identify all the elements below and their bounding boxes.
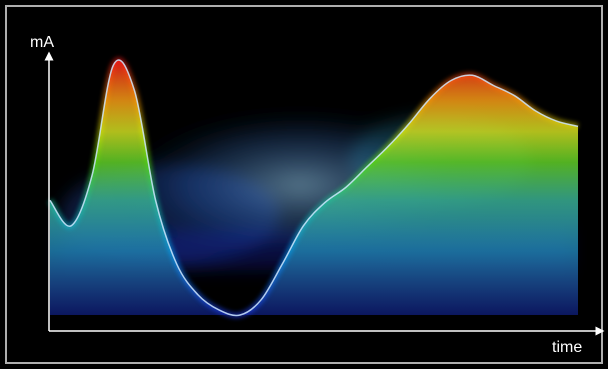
series-area-shade — [50, 60, 578, 316]
x-axis-label: time — [552, 339, 582, 356]
y-axis-label: mA — [30, 34, 54, 51]
series-layer — [47, 57, 579, 319]
series-line — [49, 59, 579, 317]
chart-frame — [5, 5, 603, 364]
